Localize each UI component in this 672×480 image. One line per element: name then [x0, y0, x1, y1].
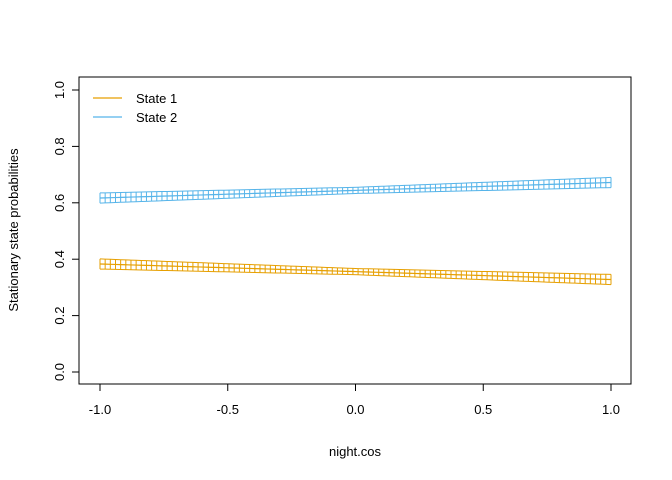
y-tick-label: 1.0 — [52, 81, 67, 99]
series-line — [99, 263, 612, 281]
y-tick-label: 0.0 — [52, 363, 67, 381]
y-axis-title: Stationary state probabilities — [6, 148, 21, 312]
legend-label: State 1 — [136, 91, 177, 106]
x-tick-label: -0.5 — [217, 402, 239, 417]
series-2 — [99, 176, 612, 204]
y-axis: 0.0 0.2 0.4 0.6 0.8 1.0 — [52, 81, 80, 381]
series-lower-bound — [99, 187, 612, 204]
y-tick-label: 0.6 — [52, 194, 67, 212]
x-tick-label: 0.5 — [474, 402, 492, 417]
series-layer — [99, 176, 612, 286]
y-tick-label: 0.4 — [52, 250, 67, 268]
y-tick-label: 0.8 — [52, 137, 67, 155]
y-tick-label: 0.2 — [52, 307, 67, 325]
series-1 — [99, 258, 612, 286]
x-tick-label: -1.0 — [89, 402, 111, 417]
legend: State 1 State 2 — [93, 91, 177, 125]
x-tick-label: 0.0 — [346, 402, 364, 417]
x-axis: -1.0 -0.5 0.0 0.5 1.0 — [89, 383, 620, 417]
x-tick-label: 1.0 — [602, 402, 620, 417]
series-line — [99, 181, 612, 199]
series-lower-bound — [99, 268, 612, 286]
x-axis-title: night.cos — [329, 444, 382, 459]
legend-label: State 2 — [136, 110, 177, 125]
series-upper-bound — [99, 176, 612, 194]
series-upper-bound — [99, 258, 612, 275]
